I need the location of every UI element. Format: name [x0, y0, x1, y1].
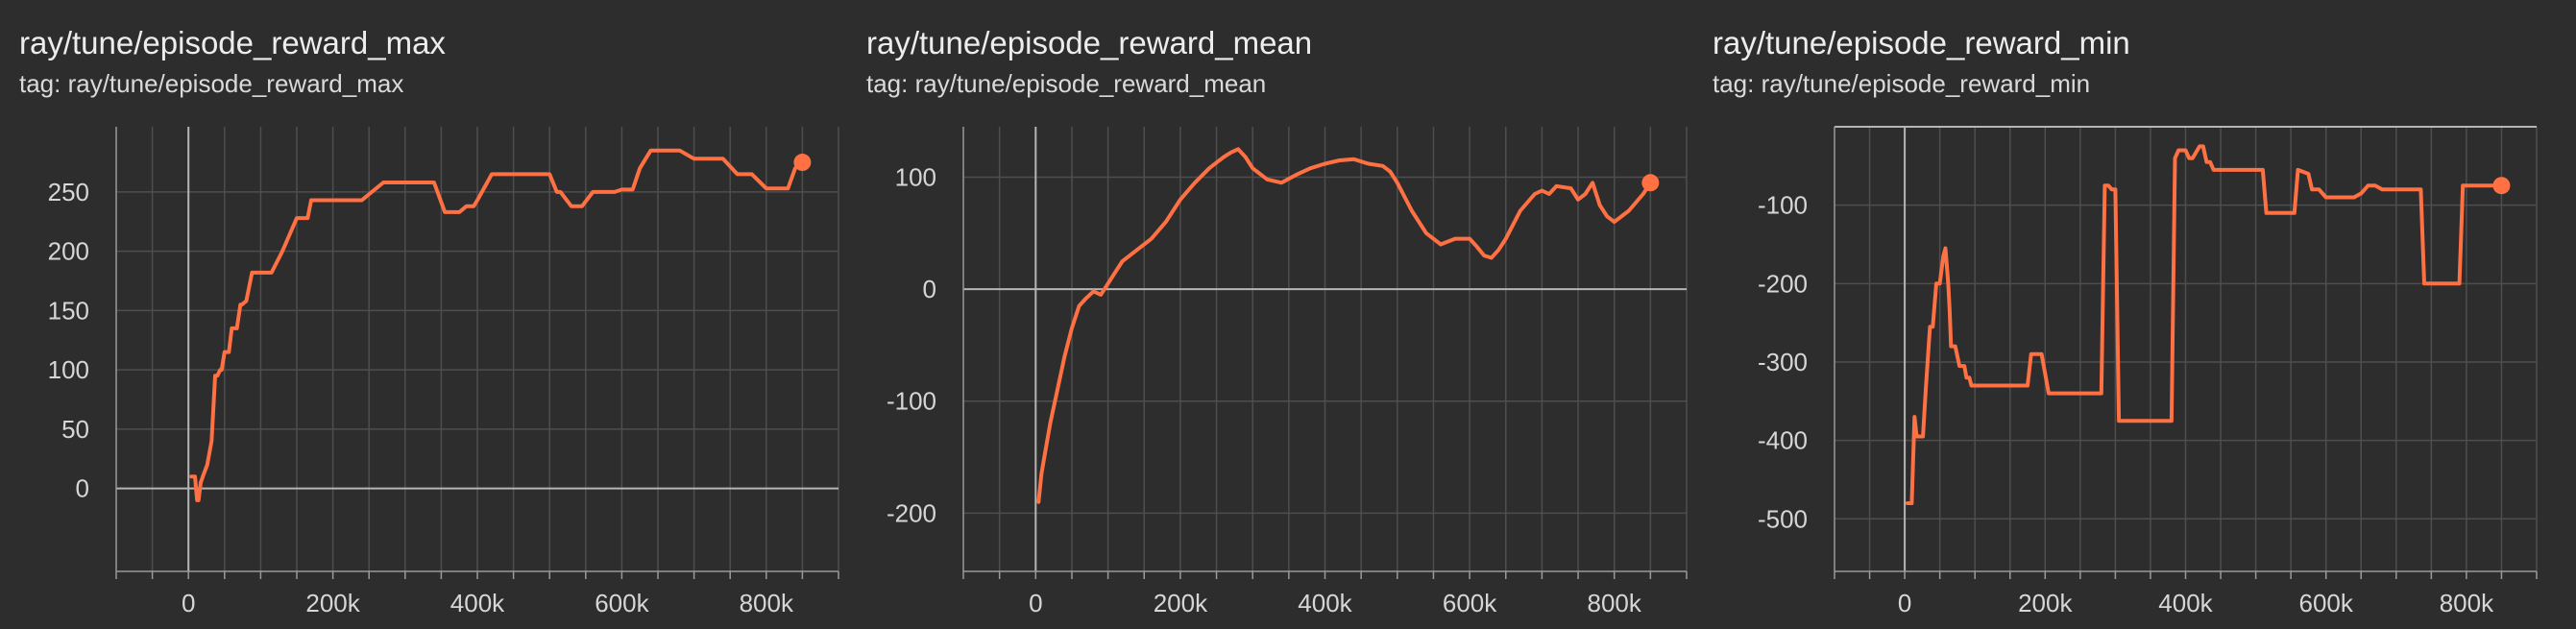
x-tick-label: 400k	[2158, 589, 2213, 617]
x-tick-label: 200k	[2018, 589, 2073, 617]
series-last-point	[2492, 177, 2511, 195]
x-tick-label: 200k	[1154, 589, 1208, 617]
chart-reward-max[interactable]: 0 200k 400k 600k 800k 0 50 100 150 200 250	[19, 0, 845, 629]
y-tick-label: 100	[895, 162, 936, 191]
x-tick-label: 0	[182, 589, 195, 617]
y-tick-label: -300	[1758, 348, 1808, 376]
x-tick-label: 600k	[595, 589, 649, 617]
series-last-point	[1641, 174, 1660, 192]
card-title: ray/tune/episode_reward_min	[1713, 25, 2130, 60]
scalar-card-reward-min: ray/tune/episode_reward_min tag: ray/tun…	[1713, 0, 2558, 629]
y-tick-label: 50	[61, 415, 89, 444]
x-tick-label: 800k	[1588, 589, 1642, 617]
card-title: ray/tune/episode_reward_mean	[866, 25, 1313, 60]
series-line	[189, 148, 805, 502]
y-tick-label: 0	[76, 474, 89, 503]
card-tag: tag: ray/tune/episode_reward_max	[19, 69, 404, 98]
chart-reward-min[interactable]: 0 200k 400k 600k 800k -500 -400 -300 -200 -100	[1713, 0, 2558, 629]
x-tick-label: 600k	[1443, 589, 1497, 617]
grid	[1835, 127, 2538, 571]
y-tick-label: 250	[48, 178, 89, 206]
card-tag: tag: ray/tune/episode_reward_min	[1713, 69, 2091, 98]
x-tick-label: 400k	[450, 589, 505, 617]
y-tick-label: -500	[1758, 504, 1808, 533]
series-line	[1906, 144, 2504, 505]
x-tick-label: 600k	[2299, 589, 2354, 617]
y-tick-label: -200	[1758, 269, 1808, 298]
series-line	[1036, 147, 1653, 504]
x-tick-label: 200k	[305, 589, 360, 617]
scalar-card-reward-mean: ray/tune/episode_reward_mean tag: ray/tu…	[866, 0, 1692, 629]
grid	[963, 127, 1688, 571]
card-tag: tag: ray/tune/episode_reward_mean	[866, 69, 1267, 98]
y-tick-label: -200	[887, 498, 936, 527]
series-last-point	[793, 154, 812, 172]
y-tick-label: 100	[48, 355, 89, 384]
x-tick-label: 400k	[1298, 589, 1352, 617]
grid	[116, 127, 839, 571]
y-tick-label: 200	[48, 237, 89, 266]
x-tick-label: 800k	[740, 589, 794, 617]
y-tick-label: -400	[1758, 426, 1808, 455]
x-tick-label: 800k	[2440, 589, 2494, 617]
x-tick-label: 0	[1898, 589, 1911, 617]
scalar-card-reward-max: ray/tune/episode_reward_max tag: ray/tun…	[19, 0, 845, 629]
x-tick-label: 0	[1029, 589, 1042, 617]
y-tick-label: 150	[48, 296, 89, 325]
chart-reward-mean[interactable]: 0 200k 400k 600k 800k -200 -100 0 100	[866, 0, 1692, 629]
card-title: ray/tune/episode_reward_max	[19, 25, 446, 60]
y-tick-label: -100	[887, 387, 936, 416]
y-tick-label: -100	[1758, 191, 1808, 220]
y-tick-label: 0	[923, 275, 936, 303]
